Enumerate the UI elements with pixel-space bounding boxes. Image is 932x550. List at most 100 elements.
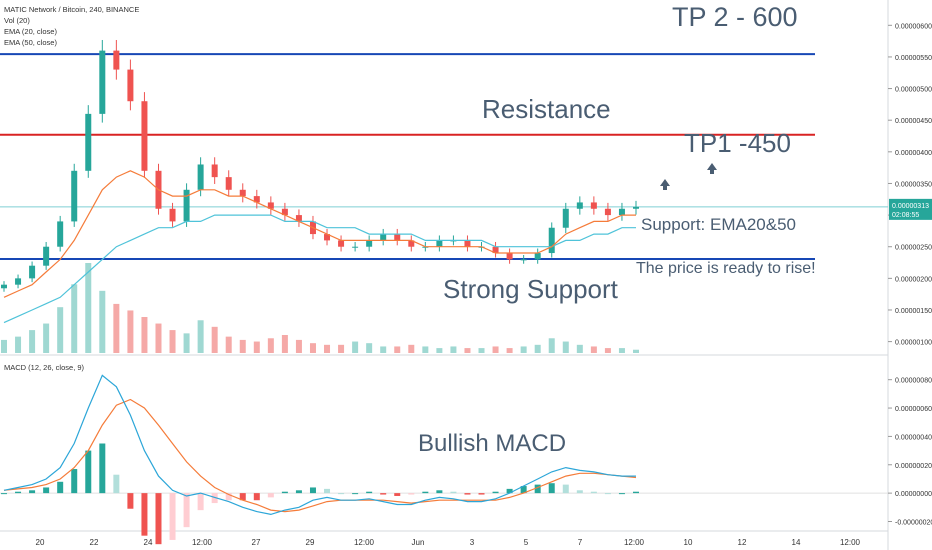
macd-histogram-bar: [155, 493, 162, 545]
candle-body: [253, 196, 260, 203]
macd-histogram-bar: [281, 491, 288, 494]
macd-histogram-bar: [422, 491, 429, 494]
candle-body: [436, 240, 443, 247]
candle-body: [43, 246, 50, 266]
volume-bar: [127, 310, 134, 353]
up-arrow-icon: [707, 163, 717, 174]
price-tick-label: 0.00000350: [895, 181, 932, 188]
candle-body: [71, 170, 78, 222]
macd-histogram-bar: [352, 493, 359, 495]
volume-bar: [239, 339, 246, 353]
candle-body: [604, 208, 611, 216]
ready-label: The price is ready to rise!: [636, 260, 816, 277]
countdown-value: 02:08:55: [892, 212, 919, 219]
volume-bar: [169, 330, 176, 353]
volume-bar: [422, 346, 429, 353]
macd-histogram-bar: [506, 488, 513, 494]
volume-bar: [211, 326, 218, 353]
macd-histogram-bar: [548, 483, 555, 494]
macd-histogram-bar: [267, 493, 274, 498]
candle-body: [618, 208, 625, 216]
macd-signal-line: [3, 398, 637, 513]
macd-histogram-bar: [478, 493, 485, 495]
macd-histogram-bar: [576, 490, 583, 494]
volume-bar: [15, 336, 22, 353]
volume-bar: [380, 346, 387, 353]
volume-bar: [295, 339, 302, 353]
price-tick-label: 0.00000150: [895, 308, 932, 315]
candle-body: [211, 164, 218, 178]
chart-legend: MATIC Network / Bitcoin, 240, BINANCE Vo…: [4, 4, 139, 48]
candle-body: [85, 113, 92, 171]
candle-body: [15, 278, 22, 285]
candle-body: [141, 101, 148, 171]
macd-histogram-bar: [492, 491, 499, 494]
candle-body: [534, 253, 541, 260]
candle-body: [29, 265, 36, 279]
volume-bar: [155, 323, 162, 353]
time-tick-label: 27: [252, 538, 261, 547]
price-tick-label: 0.00000400: [895, 150, 932, 157]
time-tick-label: 12:00: [354, 538, 375, 547]
macd-histogram-bar: [309, 487, 316, 494]
macd-tick-label: 0.00000040: [895, 434, 932, 441]
price-tick-label: 0.00000200: [895, 276, 932, 283]
volume-bar: [492, 346, 499, 353]
macd-histogram-bar: [253, 493, 260, 501]
time-tick-label: 14: [792, 538, 801, 547]
candle-body: [169, 208, 176, 222]
macd-histogram-bar: [183, 493, 190, 528]
price-tick-label: 0.00000450: [895, 118, 932, 125]
candle-body: [281, 208, 288, 216]
volume-bar: [141, 317, 148, 353]
volume-bar: [618, 348, 625, 353]
volume-bar: [338, 344, 345, 353]
macd-histogram-bar: [113, 474, 120, 494]
macd-histogram-bar: [57, 481, 64, 494]
macd-histogram-bar: [99, 443, 106, 494]
candle-body: [1, 284, 7, 289]
volume-bar: [576, 344, 583, 353]
candle-body: [380, 234, 387, 241]
ema50-line: [3, 214, 636, 324]
candle-body: [267, 202, 274, 209]
candle-body: [99, 50, 106, 114]
candle-body: [197, 164, 204, 190]
volume-bar: [534, 344, 541, 353]
macd-histogram-bar: [225, 493, 232, 501]
time-tick-label: 22: [90, 538, 99, 547]
macd-histogram-bar: [394, 493, 401, 496]
macd-histogram-bar: [71, 469, 78, 494]
candle-body: [366, 240, 373, 247]
volume-bar: [99, 290, 106, 353]
time-tick-label: 5: [524, 538, 529, 547]
macd-histogram-bar: [436, 490, 443, 494]
macd-histogram-bar: [43, 487, 50, 494]
candle-body: [183, 189, 190, 222]
time-tick-label: 12:00: [624, 538, 645, 547]
macd-tick-label: 0.00000080: [895, 378, 932, 385]
volume-bar: [225, 336, 232, 353]
macd-histogram-bar: [534, 484, 541, 494]
macd-histogram-bar: [618, 493, 625, 495]
volume-bar: [394, 346, 401, 353]
volume-bar: [1, 339, 7, 353]
time-tick-label: 12:00: [840, 538, 861, 547]
volume-bar: [633, 349, 639, 353]
resistance-label: Resistance: [482, 94, 611, 124]
volume-bar: [183, 333, 190, 353]
macd-histogram-bar: [633, 491, 639, 494]
volume-bar: [506, 348, 513, 353]
macd-histogram-bar: [85, 450, 92, 494]
volume-bar: [464, 348, 471, 353]
candle-body: [590, 202, 597, 209]
volume-bar: [604, 348, 611, 353]
candle-body: [562, 208, 569, 228]
macd-histogram-bar: [338, 493, 345, 495]
macd-histogram-bar: [197, 493, 204, 511]
volume-bar: [253, 341, 260, 353]
indicator-ema20: EMA (20, close): [4, 27, 57, 36]
macd-histogram-bar: [239, 493, 246, 501]
volume-bar: [324, 344, 331, 353]
macd-histogram-bar: [604, 493, 611, 495]
